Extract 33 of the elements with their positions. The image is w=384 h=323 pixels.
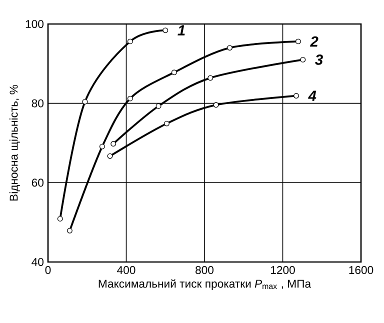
y-tick-label: 100 xyxy=(26,20,44,28)
series-label: 2 xyxy=(310,36,318,47)
point xyxy=(127,96,133,102)
y-tick-label: 40 xyxy=(32,258,44,266)
point xyxy=(127,38,133,44)
y-tick-label: 60 xyxy=(32,178,44,187)
point xyxy=(107,153,113,159)
point xyxy=(162,28,168,34)
x-tick-label: 0 xyxy=(45,266,51,274)
x-tick-label: 1600 xyxy=(349,266,374,274)
point xyxy=(156,103,162,109)
point xyxy=(295,38,301,44)
series-label: 1 xyxy=(178,25,185,36)
point xyxy=(227,45,232,51)
point xyxy=(164,120,170,126)
point xyxy=(171,70,177,76)
point xyxy=(57,216,63,222)
point xyxy=(82,99,88,104)
series-label: 3 xyxy=(315,54,323,65)
point xyxy=(300,56,306,62)
x-tick-label: 1200 xyxy=(271,266,295,274)
point xyxy=(110,141,116,147)
y-axis-title: Відносна щільність, % xyxy=(9,84,20,201)
x-tick-label: 400 xyxy=(117,266,136,274)
x-axis-title: Максимальний тиск прокатки P$_{max}$ , МПа xyxy=(98,279,312,290)
x-tick-label: 800 xyxy=(196,266,214,274)
point xyxy=(66,228,72,234)
series-label: 4 xyxy=(308,90,316,101)
point xyxy=(213,102,219,108)
y-tick-label: 80 xyxy=(32,99,44,108)
point xyxy=(99,144,105,150)
point xyxy=(208,75,214,81)
point xyxy=(294,93,299,99)
